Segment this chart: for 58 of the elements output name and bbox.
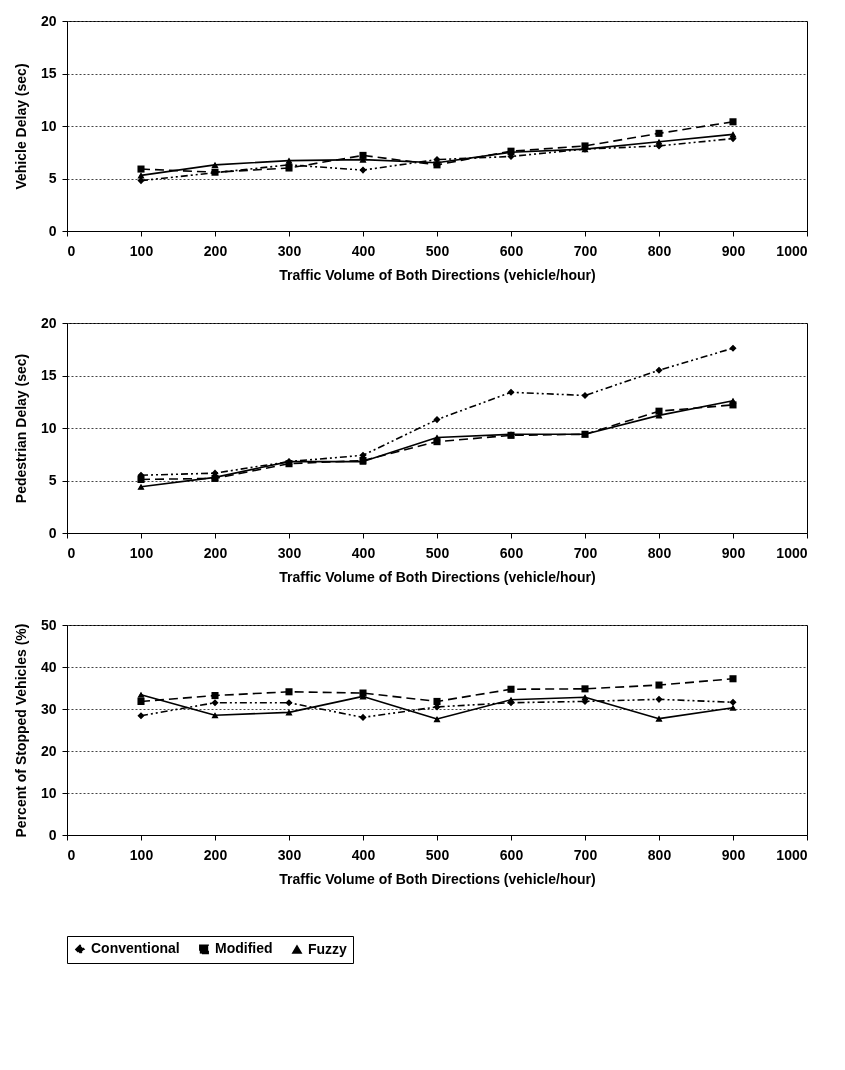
x-tick-label: 800	[647, 544, 672, 561]
y-tick-label: 5	[48, 472, 57, 488]
x-tick-label: 200	[203, 242, 228, 259]
x-tick-label: 900	[721, 544, 746, 561]
y-tick-label: 40	[40, 658, 57, 675]
y-tick-label: 10	[40, 117, 57, 134]
y-axis-title: Pedestrian Delay (sec)	[12, 353, 29, 504]
x-tick-label: 500	[425, 242, 450, 259]
y-tick-label: 20	[40, 314, 57, 331]
legend-label: Fuzzy	[308, 940, 348, 957]
x-tick-label: 700	[573, 846, 598, 863]
x-tick-label: 400	[351, 242, 376, 259]
x-axis-title: Traffic Volume of Both Directions (vehicle/hour)	[279, 870, 596, 887]
x-tick-label: 1000	[776, 846, 808, 863]
y-tick-label: 15	[40, 65, 57, 81]
x-tick-label: 200	[203, 544, 228, 561]
x-tick-label: 0	[67, 242, 76, 259]
x-tick-label: 600	[499, 242, 524, 259]
x-tick-label: 400	[351, 846, 376, 863]
y-axis-title: Percent of Stopped Vehicles (%)	[12, 623, 29, 838]
x-tick-label: 700	[573, 544, 598, 561]
x-tick-label: 0	[67, 544, 76, 561]
legend-label: Conventional	[91, 940, 180, 957]
y-tick-label: 50	[40, 616, 57, 633]
x-tick-label: 600	[499, 846, 524, 863]
x-tick-label: 100	[129, 242, 154, 259]
x-axis-title: Traffic Volume of Both Directions (vehicle/hour)	[279, 266, 596, 283]
x-axis-title: Traffic Volume of Both Directions (vehicle/hour)	[279, 568, 596, 585]
x-tick-label: 300	[277, 544, 302, 561]
x-tick-label: 1000	[776, 544, 808, 561]
y-tick-label: 20	[40, 12, 57, 29]
y-tick-label: 10	[40, 419, 57, 436]
x-tick-label: 900	[721, 846, 746, 863]
x-tick-label: 0	[67, 846, 76, 863]
x-tick-label: 200	[203, 846, 228, 863]
y-tick-label: 0	[48, 826, 57, 843]
y-tick-label: 0	[48, 222, 57, 239]
y-tick-label: 5	[48, 170, 57, 186]
x-tick-label: 500	[425, 846, 450, 863]
x-tick-label: 400	[351, 544, 376, 561]
y-tick-label: 30	[40, 700, 57, 717]
x-tick-label: 800	[647, 242, 672, 259]
x-tick-label: 1000	[776, 242, 808, 259]
y-axis-title: Vehicle Delay (sec)	[12, 63, 29, 190]
y-tick-label: 10	[40, 784, 57, 801]
x-tick-label: 600	[499, 544, 524, 561]
x-tick-label: 100	[129, 846, 154, 863]
y-tick-label: 0	[48, 524, 57, 541]
y-tick-label: 15	[40, 367, 57, 383]
x-tick-label: 300	[277, 846, 302, 863]
x-tick-label: 700	[573, 242, 598, 259]
x-tick-label: 900	[721, 242, 746, 259]
legend-label: Modified	[215, 940, 273, 957]
x-tick-label: 300	[277, 242, 302, 259]
y-tick-label: 20	[40, 742, 57, 759]
x-tick-label: 100	[129, 544, 154, 561]
x-tick-label: 800	[647, 846, 672, 863]
x-tick-label: 500	[425, 544, 450, 561]
